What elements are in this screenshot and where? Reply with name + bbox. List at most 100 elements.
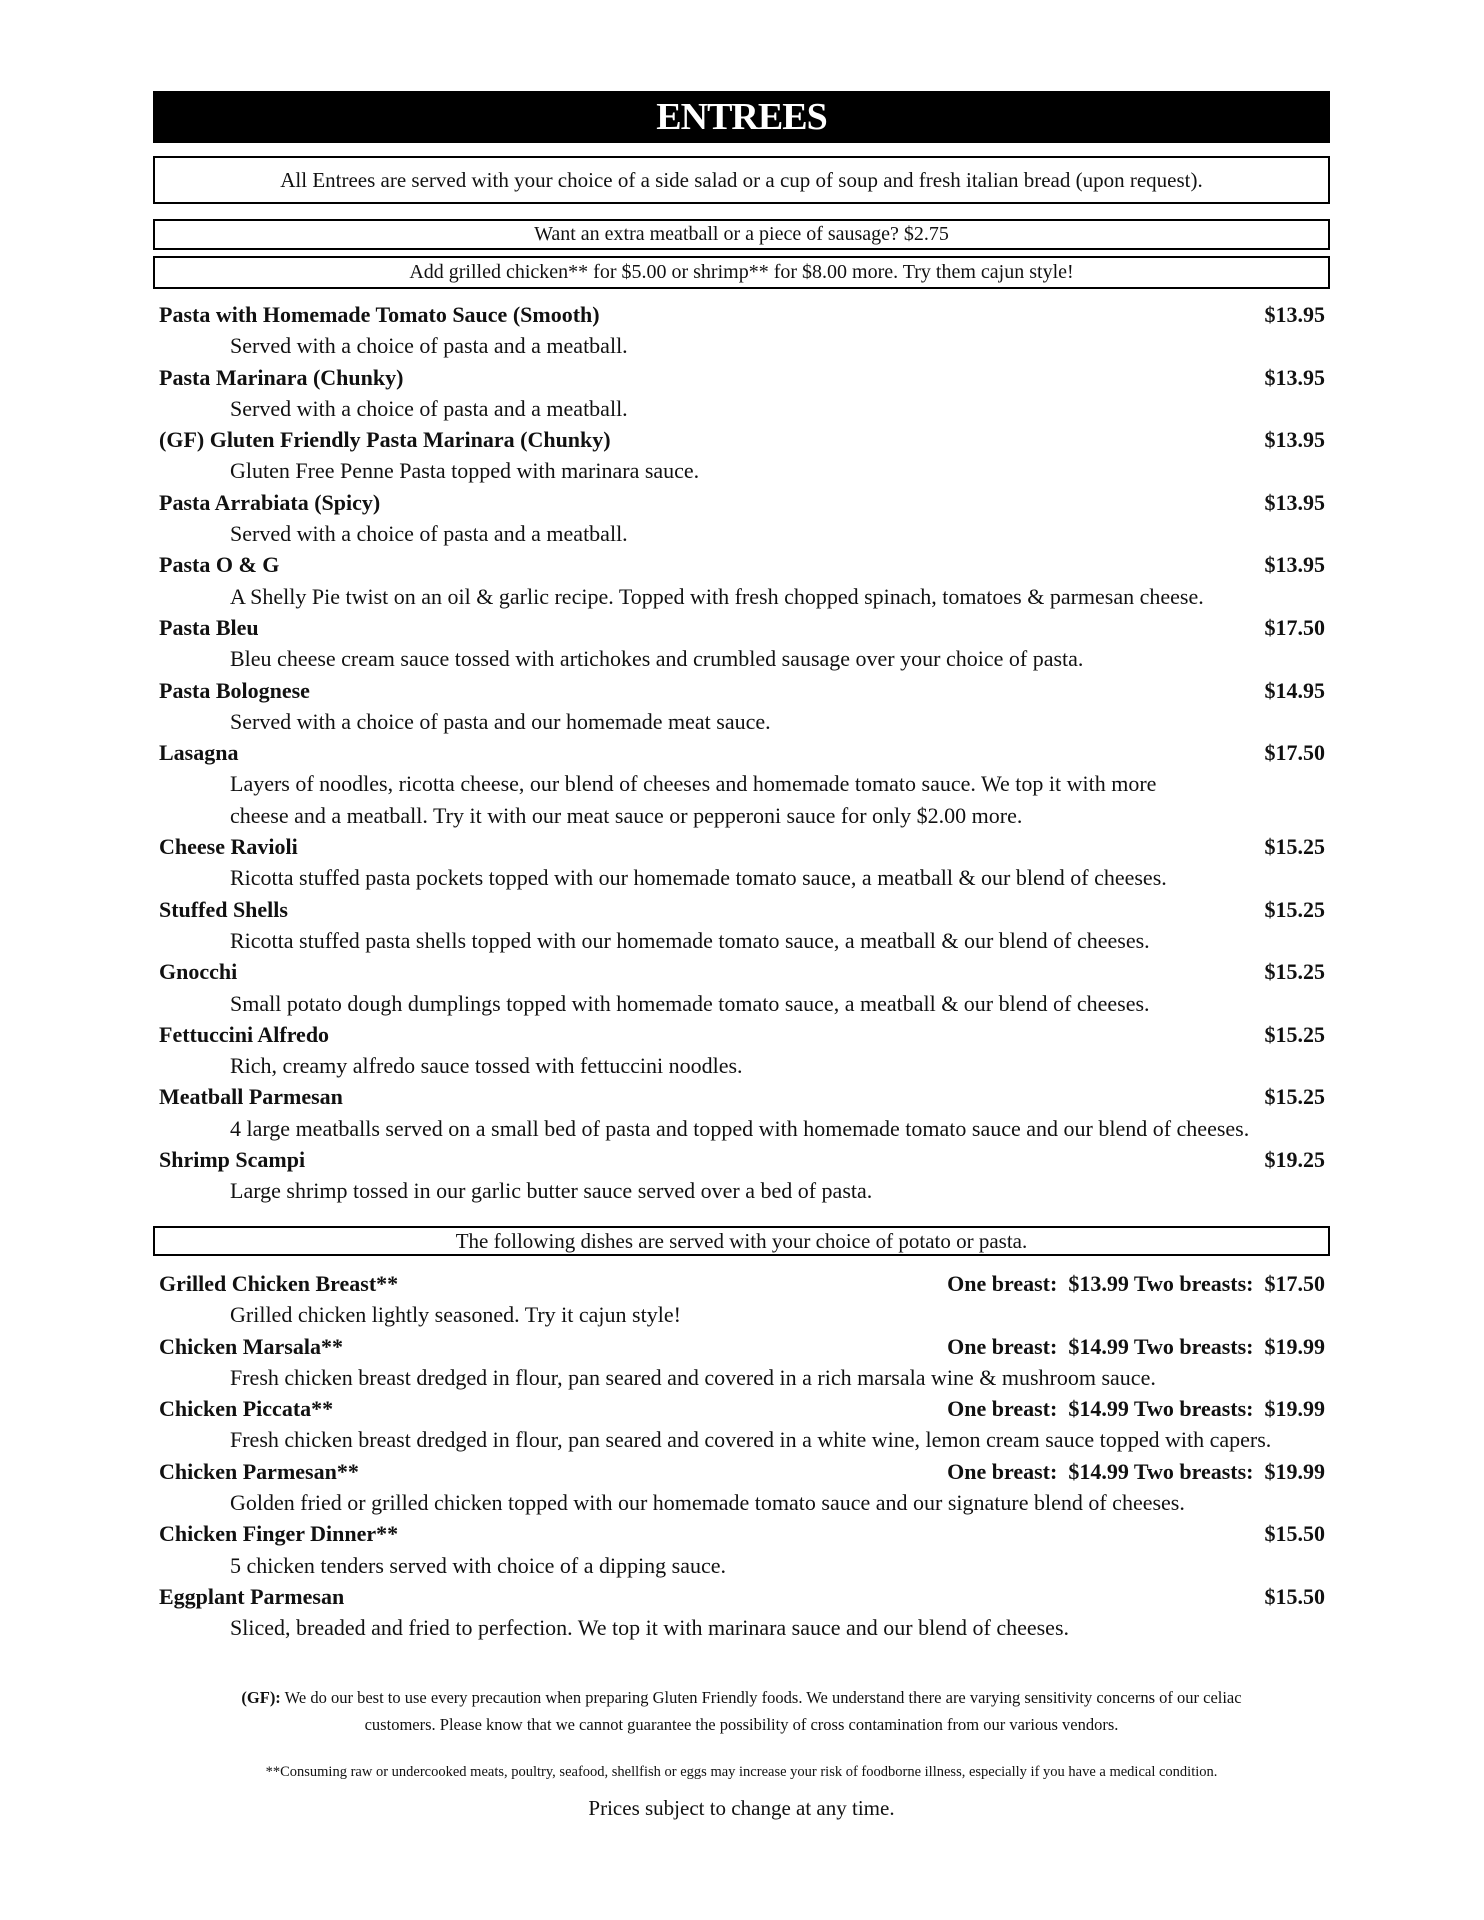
menu-item-description: Served with a choice of pasta and a meat… [230,333,628,359]
entree-sides-notice: All Entrees are served with your choice … [153,156,1330,204]
menu-item-price: $14.95 [1264,677,1326,703]
menu-item-description: Grilled chicken lightly seasoned. Try it… [230,1302,681,1328]
menu-item-header: Meatball Parmesan $15.25 [159,1081,1325,1112]
price-change-note: Prices subject to change at any time. [588,1796,895,1820]
menu-item-description: Ricotta stuffed pasta pockets topped wit… [230,865,1167,891]
menu-item-description: Ricotta stuffed pasta shells topped with… [230,927,1150,953]
menu-item: Eggplant Parmesan $15.50 Sliced, breaded a… [159,1581,1325,1644]
menu-item-header: Eggplant Parmesan $15.50 [159,1581,1325,1612]
menu-item-header: Chicken Marsala** One breast: $14.99 Two … [159,1331,1325,1362]
menu-item-description: Fresh chicken breast dredged in flour, p… [230,1364,1156,1390]
pasta-menu-list: Pasta with Homemade Tomato Sauce (Smooth… [159,299,1325,1207]
menu-item-name: Pasta Arrabiata (Spicy) [159,489,381,515]
menu-item: Pasta Bolognese $14.95 Served with a choic… [159,675,1325,738]
menu-item-name: Stuffed Shells [159,896,288,922]
menu-item-description: Rich, creamy alfredo sauce tossed with f… [230,1053,743,1079]
menu-item-description: Served with a choice of pasta and our ho… [230,708,771,734]
menu-item: Chicken Marsala** One breast: $14.99 Two … [159,1331,1325,1394]
potato-or-pasta-notice: The following dishes are served with you… [153,1226,1330,1256]
menu-item-header: Chicken Piccata** One breast: $14.99 Two … [159,1393,1325,1424]
menu-item: Lasagna $17.50 Layers of noodles, ricotta … [159,737,1325,831]
menu-item-header: Pasta with Homemade Tomato Sauce (Smooth… [159,299,1325,330]
menu-item: Stuffed Shells $15.25 Ricotta stuffed past… [159,894,1325,957]
menu-item-description: A Shelly Pie twist on an oil & garlic re… [230,583,1204,609]
extra-meatball-notice: Want an extra meatball or a piece of sau… [153,219,1330,250]
menu-item-price: $15.25 [1264,1021,1326,1047]
add-protein-notice: Add grilled chicken** for $5.00 or shrim… [153,256,1330,289]
gf-text-line2: customers. Please know that we cannot gu… [364,1715,1119,1734]
menu-item-header: Chicken Parmesan** One breast: $14.99 Two… [159,1456,1325,1487]
menu-item-name: Shrimp Scampi [159,1147,306,1173]
menu-item-description: Gluten Free Penne Pasta topped with mari… [230,458,700,484]
menu-item-price: $15.25 [1264,896,1326,922]
menu-item-price: $13.95 [1264,302,1326,327]
menu-item: Chicken Piccata** One breast: $14.99 Two … [159,1393,1325,1456]
menu-item-header: Fettuccini Alfredo $15.25 [159,1019,1325,1050]
gf-text-line1: We do our best to use every precaution w… [280,1688,1242,1707]
menu-item-name: Chicken Finger Dinner** [159,1521,399,1547]
menu-item-header: Pasta O & G $13.95 [159,549,1325,580]
menu-item-name: (GF) Gluten Friendly Pasta Marinara (Chu… [159,427,611,453]
menu-item-name: Pasta with Homemade Tomato Sauce (Smooth… [159,302,600,327]
menu-item-description: Small potato dough dumplings topped with… [230,990,1150,1016]
menu-item-name: Fettuccini Alfredo [159,1021,330,1047]
raw-food-warning: **Consuming raw or undercooked meats, po… [265,1764,1218,1780]
menu-item-description: Layers of noodles, ricotta cheese, our b… [230,771,1157,797]
menu-item-name: Gnocchi [159,959,238,985]
menu-item: Chicken Finger Dinner** $15.50 5 chicken t… [159,1518,1325,1581]
menu-item-price: $15.50 [1264,1583,1326,1609]
menu-item-price: $13.95 [1264,489,1326,515]
menu-item: Fettuccini Alfredo $15.25 Rich, creamy alf… [159,1019,1325,1082]
menu-item-name: Meatball Parmesan [159,1084,343,1110]
menu-item: Cheese Ravioli $15.25 Ricotta stuffed past… [159,831,1325,894]
menu-item-price: $17.50 [1264,614,1326,640]
menu-item-price: One breast: $13.99 Two breasts: $17.50 [947,1271,1325,1296]
menu-item-price: One breast: $14.99 Two breasts: $19.99 [947,1458,1325,1484]
menu-item-name: Pasta Bleu [159,614,259,640]
menu-item: Gnocchi $15.25 Small potato dough dumpling… [159,956,1325,1019]
menu-item-header: Chicken Finger Dinner** $15.50 [159,1518,1325,1549]
menu-item-name: Chicken Parmesan** [159,1458,359,1484]
menu-item-name: Lasagna [159,740,239,766]
menu-item-header: Pasta Bleu $17.50 [159,612,1325,643]
menu-item-description: Sliced, breaded and fried to perfection.… [230,1615,1070,1641]
page-title: ENTREES [153,91,1330,143]
menu-item-name: Chicken Marsala** [159,1333,343,1359]
menu-item-price: One breast: $14.99 Two breasts: $19.99 [947,1396,1325,1422]
menu-item-price: $15.25 [1264,1084,1326,1110]
menu-item-description: 5 chicken tenders served with choice of … [230,1552,727,1578]
gluten-friendly-disclaimer: (GF): We do our best to use every precau… [153,1684,1330,1738]
menu-item-price: $15.25 [1264,834,1326,860]
menu-item: Pasta Marinara (Chunky) $13.95 Served with… [159,362,1325,425]
menu-item-price: $15.25 [1264,959,1326,985]
menu-item: Pasta with Homemade Tomato Sauce (Smooth… [159,299,1325,362]
menu-item-header: (GF) Gluten Friendly Pasta Marinara (Chu… [159,424,1325,455]
menu-item-price: $13.95 [1264,552,1326,578]
gf-label: (GF): [241,1688,281,1707]
menu-item: Grilled Chicken Breast** One breast: $13.… [159,1268,1325,1331]
menu-item: Pasta O & G $13.95 A Shelly Pie twist on a… [159,549,1325,612]
menu-item-header: Cheese Ravioli $15.25 [159,831,1325,862]
menu-item-header: Lasagna $17.50 [159,737,1325,768]
menu-item-price: $17.50 [1264,740,1326,766]
menu-item-description: Bleu cheese cream sauce tossed with arti… [230,646,1084,672]
menu-item-header: Stuffed Shells $15.25 [159,894,1325,925]
menu-item-price: One breast: $14.99 Two breasts: $19.99 [947,1333,1325,1359]
menu-item-name: Cheese Ravioli [159,834,298,860]
menu-item-description: Golden fried or grilled chicken topped w… [230,1490,1185,1516]
menu-item-header: Gnocchi $15.25 [159,956,1325,987]
menu-item-price: $13.95 [1264,427,1326,453]
menu-item: Meatball Parmesan $15.25 4 large meatballs… [159,1081,1325,1144]
menu-item: Chicken Parmesan** One breast: $14.99 Two… [159,1456,1325,1519]
menu-item-header: Pasta Marinara (Chunky) $13.95 [159,362,1325,393]
menu-item-description: Large shrimp tossed in our garlic butter… [230,1178,873,1204]
menu-item-price: $19.25 [1264,1147,1326,1173]
menu-item-name: Pasta Marinara (Chunky) [159,364,404,390]
menu-item-description: Served with a choice of pasta and a meat… [230,395,628,421]
menu-item-description: cheese and a meatball. Try it with our m… [230,802,1023,828]
menu-item-name: Chicken Piccata** [159,1396,334,1422]
menu-item-price: $15.50 [1264,1521,1326,1547]
menu-item-header: Pasta Bolognese $14.95 [159,675,1325,706]
menu-item: Shrimp Scampi $19.25 Large shrimp tossed i… [159,1144,1325,1207]
menu-item-header: Grilled Chicken Breast** One breast: $13.… [159,1268,1325,1299]
